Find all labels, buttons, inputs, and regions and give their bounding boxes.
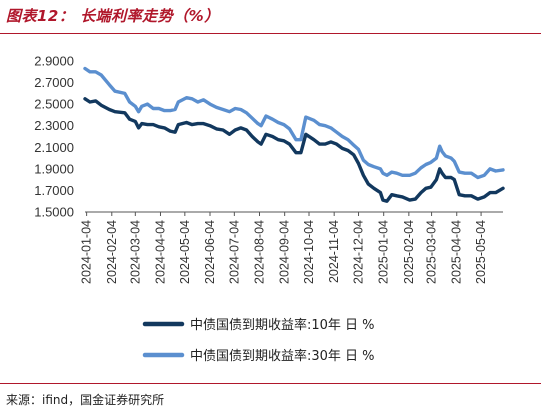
x-tick-label: 2025-04-04 xyxy=(450,220,464,284)
x-tick-label: 2024-10-04 xyxy=(302,220,316,284)
y-tick-label: 2.7000 xyxy=(34,75,74,90)
legend-label: 中债国债到期收益率:30年 日 % xyxy=(190,348,375,364)
x-tick-label: 2025-02-04 xyxy=(402,220,416,284)
chart-figure-title: 图表12： 长端利率走势（%） xyxy=(6,7,220,25)
y-tick-label: 2.3000 xyxy=(34,118,74,133)
x-tick-label: 2024-07-04 xyxy=(227,220,241,284)
y-tick-label: 1.9000 xyxy=(34,161,74,176)
footer-divider xyxy=(0,383,541,384)
series-line-30y xyxy=(83,66,505,180)
legend-label: 中债国债到期收益率:10年 日 % xyxy=(190,317,375,333)
y-axis: 1.5000 1.7000 1.9000 2.1000 2.3000 2.5000 2.70… xyxy=(34,54,74,220)
x-tick-label: 2024-11-04 xyxy=(327,220,341,283)
x-axis: 2024-01-04 2024-02-04 2024-03-04 2024-04-04… xyxy=(80,211,503,284)
source-note: 来源：ifind，国金证券研究所 xyxy=(6,393,165,407)
x-tick-label: 2024-05-04 xyxy=(178,220,192,284)
x-tick-label: 2024-06-04 xyxy=(203,220,217,284)
y-tick-label: 2.9000 xyxy=(34,54,74,69)
series-line-10y xyxy=(83,97,505,203)
y-tick-label: 2.5000 xyxy=(34,97,74,112)
y-tick-label: 1.7000 xyxy=(34,183,74,198)
y-tick-label: 2.1000 xyxy=(34,140,74,155)
x-tick-label: 2024-12-04 xyxy=(352,220,366,284)
x-tick-label: 2024-09-04 xyxy=(278,220,292,284)
line-chart: 1.5000 1.7000 1.9000 2.1000 2.3000 2.5000 2.70… xyxy=(34,54,505,364)
x-tick-label: 2024-01-04 xyxy=(80,220,94,284)
x-tick-label: 2024-02-04 xyxy=(105,220,119,284)
x-tick-label: 2025-05-04 xyxy=(474,220,488,284)
x-tick-label: 2024-03-04 xyxy=(128,220,142,284)
series-layer xyxy=(83,66,505,203)
legend: 中债国债到期收益率:10年 日 % 中债国债到期收益率:30年 日 % xyxy=(142,317,375,364)
header-divider xyxy=(0,33,541,34)
x-tick-label: 2024-08-04 xyxy=(253,220,267,284)
y-tick-label: 1.5000 xyxy=(34,205,74,220)
x-tick-label: 2025-03-04 xyxy=(425,220,439,284)
x-tick-label: 2025-01-04 xyxy=(377,220,391,284)
x-tick-label: 2024-04-04 xyxy=(153,220,167,284)
